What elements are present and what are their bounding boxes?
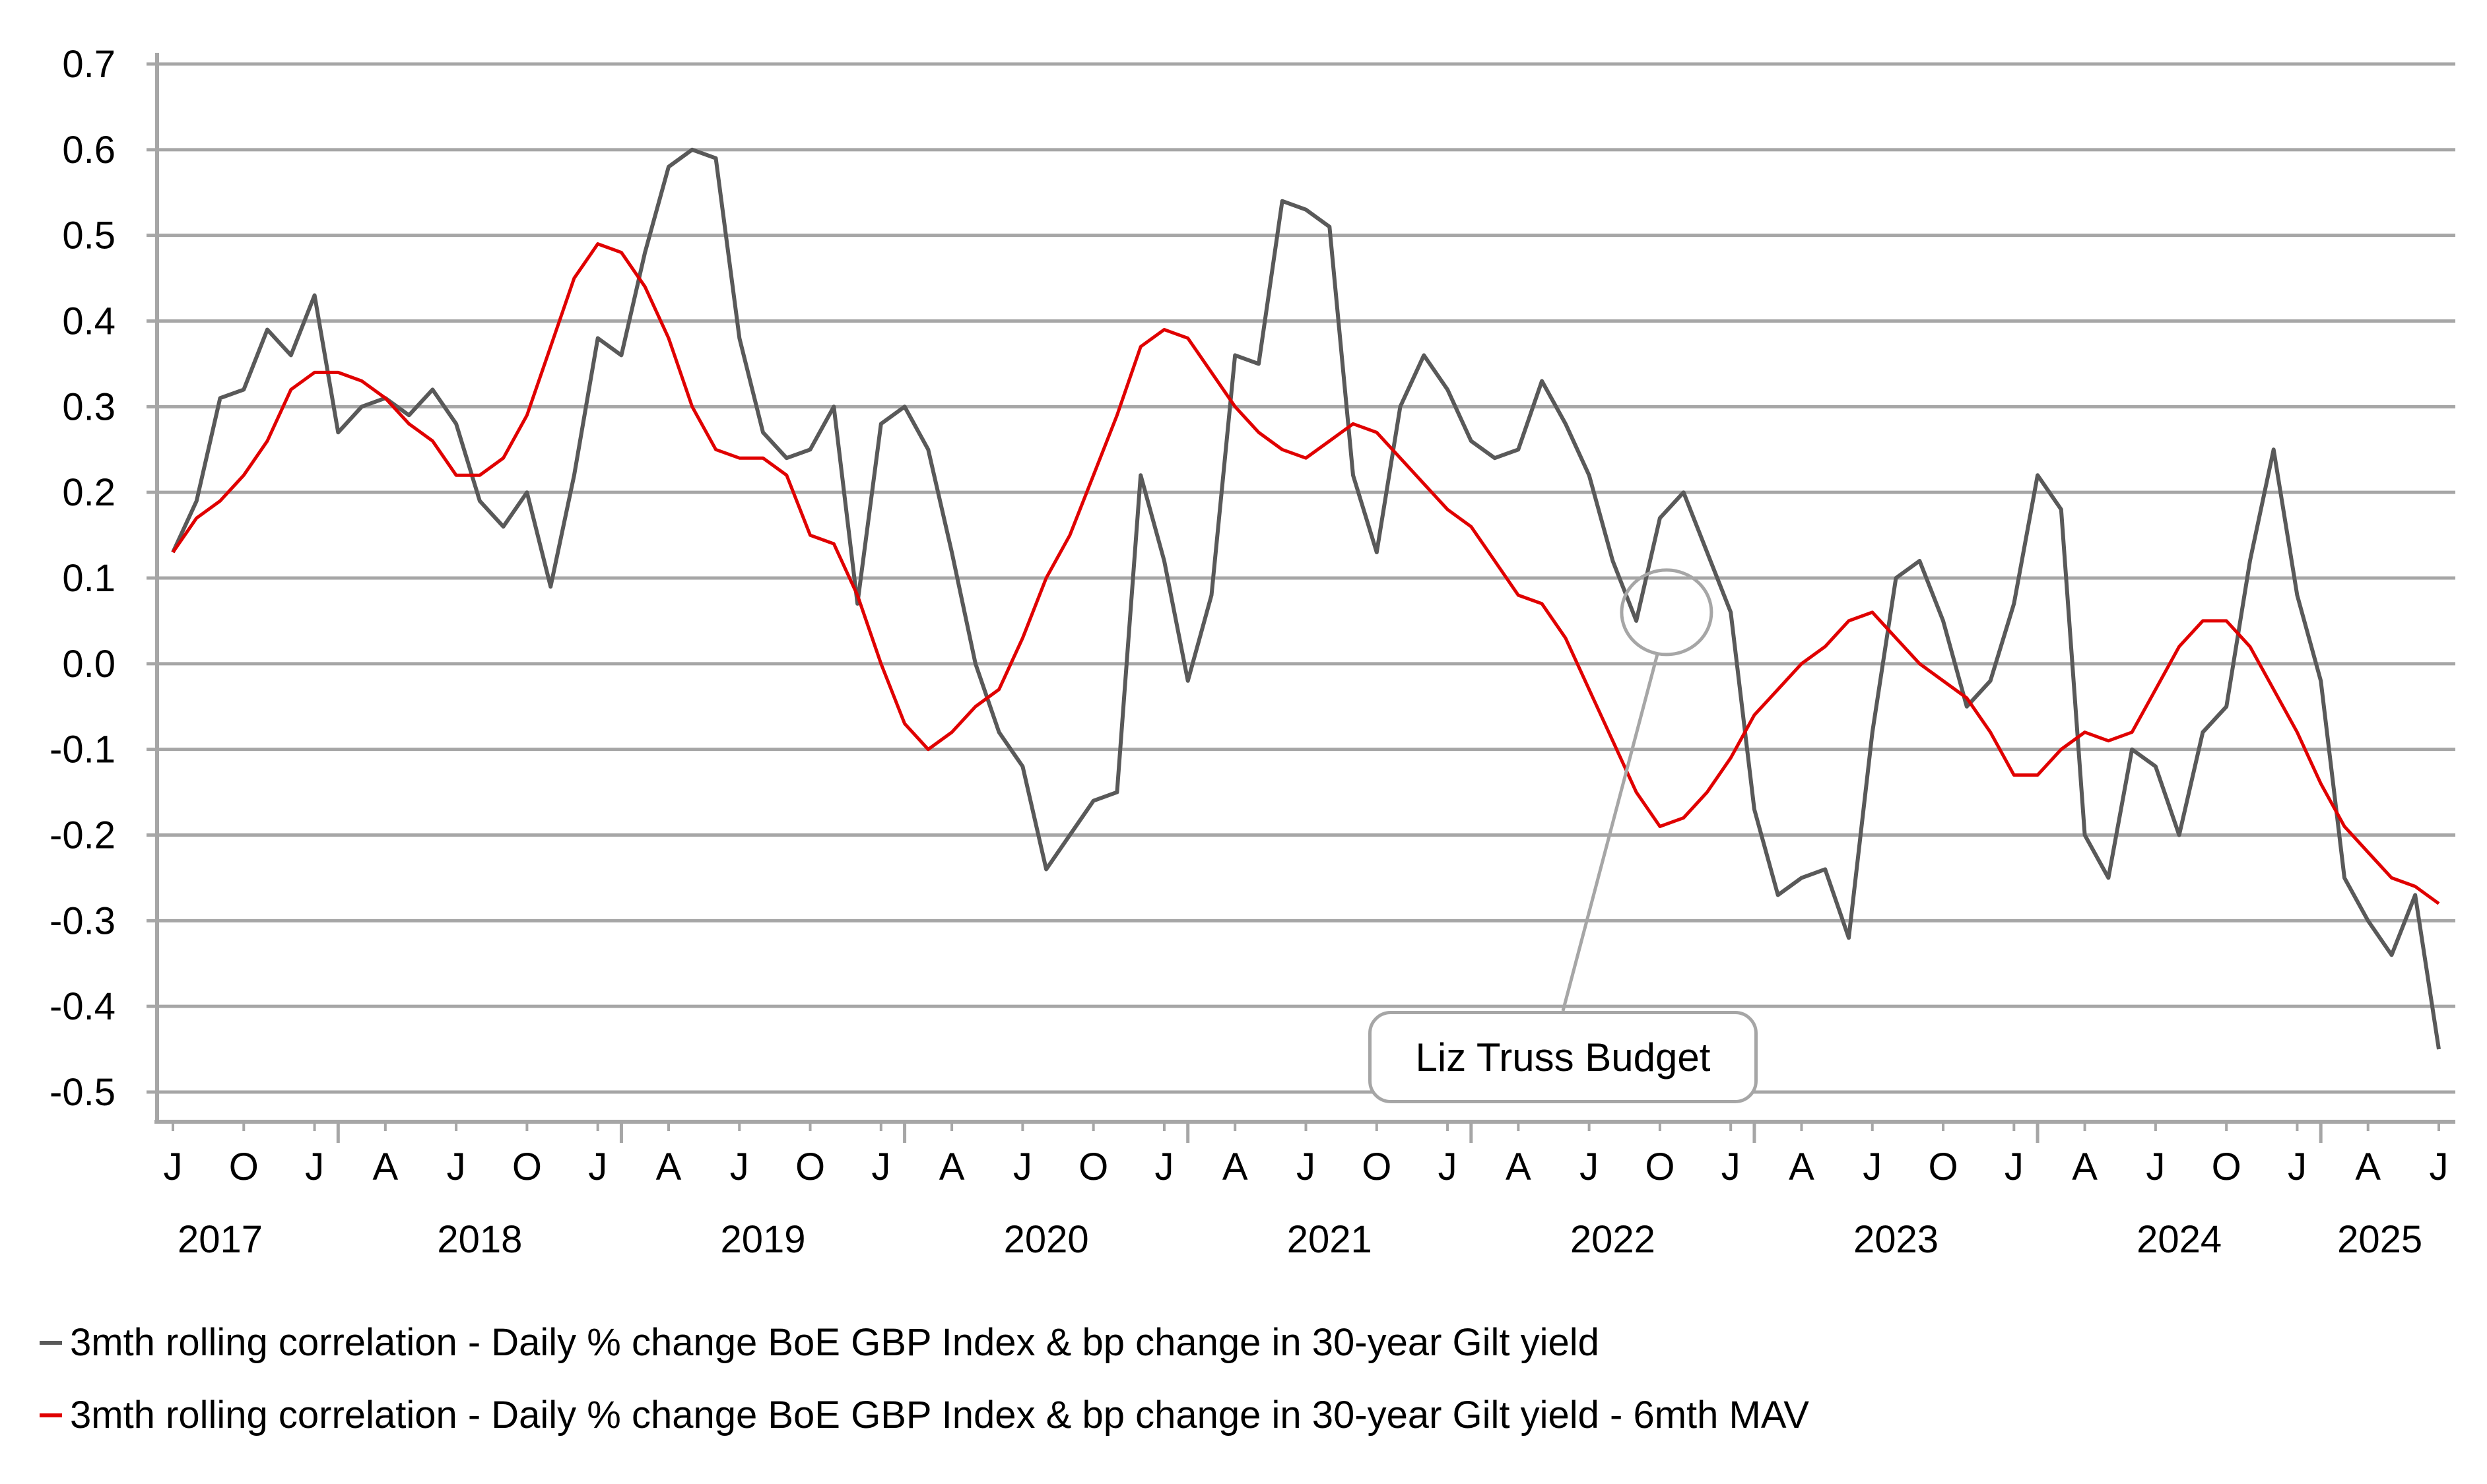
x-tick-label: A [939,1145,965,1188]
y-tick-label: 0.0 [62,643,116,686]
legend-swatch-grey [40,1341,62,1345]
x-tick-label: O [1645,1145,1675,1188]
y-tick-label: 0.5 [62,214,116,257]
x-tick-label: J [1013,1145,1032,1188]
series-line-6mth-mav [171,242,2440,905]
x-tick-label: A [373,1145,399,1188]
legend: 3mth rolling correlation - Daily % chang… [40,1307,1809,1452]
legend-item-correlation: 3mth rolling correlation - Daily % chang… [40,1307,1809,1379]
annotation-circle [1620,568,1713,657]
x-tick-label: J [588,1145,607,1188]
y-axis-tick-labels: 0.7 0.6 0.5 0.4 0.3 0.2 0.1 0.0 -0.1 -0.2 -0.3 -0.4… [50,43,116,1114]
x-tick-label: O [795,1145,825,1188]
x-tick-label: O [1362,1145,1391,1188]
y-tick-label: 0.3 [62,385,116,428]
legend-swatch-red [40,1413,62,1417]
x-tick-label: A [1222,1145,1248,1188]
x-tick-label: J [730,1145,749,1188]
y-tick-label: -0.3 [50,899,116,942]
annotation-text: Liz Truss Budget [1415,1035,1711,1080]
x-year-label: 2021 [1287,1218,1372,1261]
legend-label: 3mth rolling correlation - Daily % chang… [70,1321,1599,1364]
y-tick-label: -0.2 [50,814,116,857]
y-tick-label: 0.4 [62,300,116,343]
x-tick-label: J [2430,1145,2449,1188]
x-tick-label: J [1721,1145,1741,1188]
x-tick-label: A [656,1145,682,1188]
x-tick-label: J [305,1145,324,1188]
x-tick-label: A [1789,1145,1814,1188]
x-year-label: 2025 [2337,1218,2422,1261]
series-line-correlation [171,147,2441,1050]
x-tick-label: J [1438,1145,1457,1188]
y-tick-label: -0.4 [50,985,116,1028]
y-tick-label: -0.1 [50,728,116,771]
x-year-label: 2017 [178,1218,263,1261]
x-year-label: 2020 [1004,1218,1089,1261]
x-tick-label: J [2288,1145,2307,1188]
x-tick-label: J [2005,1145,2024,1188]
gridlines [147,62,2455,1094]
legend-item-mav: 3mth rolling correlation - Daily % chang… [40,1379,1809,1452]
x-tick-label: O [1928,1145,1958,1188]
annotation-liz-truss-budget: Liz Truss Budget [1368,1011,1758,1103]
y-tick-label: -0.5 [50,1071,116,1114]
x-year-label: 2018 [437,1218,522,1261]
y-tick-label: 0.7 [62,43,116,86]
x-tick-label: A [1506,1145,1531,1188]
annotation-callout [1561,568,1713,1012]
x-tick-label: J [1296,1145,1315,1188]
x-year-label: 2024 [2137,1218,2222,1261]
x-year-label: 2023 [1853,1218,1939,1261]
x-tick-label: A [2355,1145,2381,1188]
y-tick-label: 0.1 [62,557,116,600]
series-lines [171,147,2441,1050]
x-tick-label: J [1154,1145,1174,1188]
x-axis: J O J A J O J A J O J A J O J A J O J A J O J A J O J A J O J A J 2017 201… [154,53,2455,1261]
x-tick-label: J [871,1145,890,1188]
x-tick-label: O [229,1145,259,1188]
x-tick-label: J [2146,1145,2165,1188]
annotation-leader-line [1561,654,1659,1012]
x-year-label: 2019 [720,1218,805,1261]
x-year-label: 2022 [1570,1218,1655,1261]
x-tick-label: J [1863,1145,1882,1188]
x-tick-label: J [164,1145,183,1188]
y-tick-label: 0.6 [62,129,116,172]
legend-label: 3mth rolling correlation - Daily % chang… [70,1394,1809,1436]
x-tick-label: A [2072,1145,2098,1188]
x-tick-label: J [447,1145,466,1188]
x-tick-label: O [512,1145,542,1188]
x-tick-label: J [1579,1145,1599,1188]
y-tick-label: 0.2 [62,471,116,514]
x-tick-label: O [2212,1145,2241,1188]
x-tick-label: O [1078,1145,1108,1188]
